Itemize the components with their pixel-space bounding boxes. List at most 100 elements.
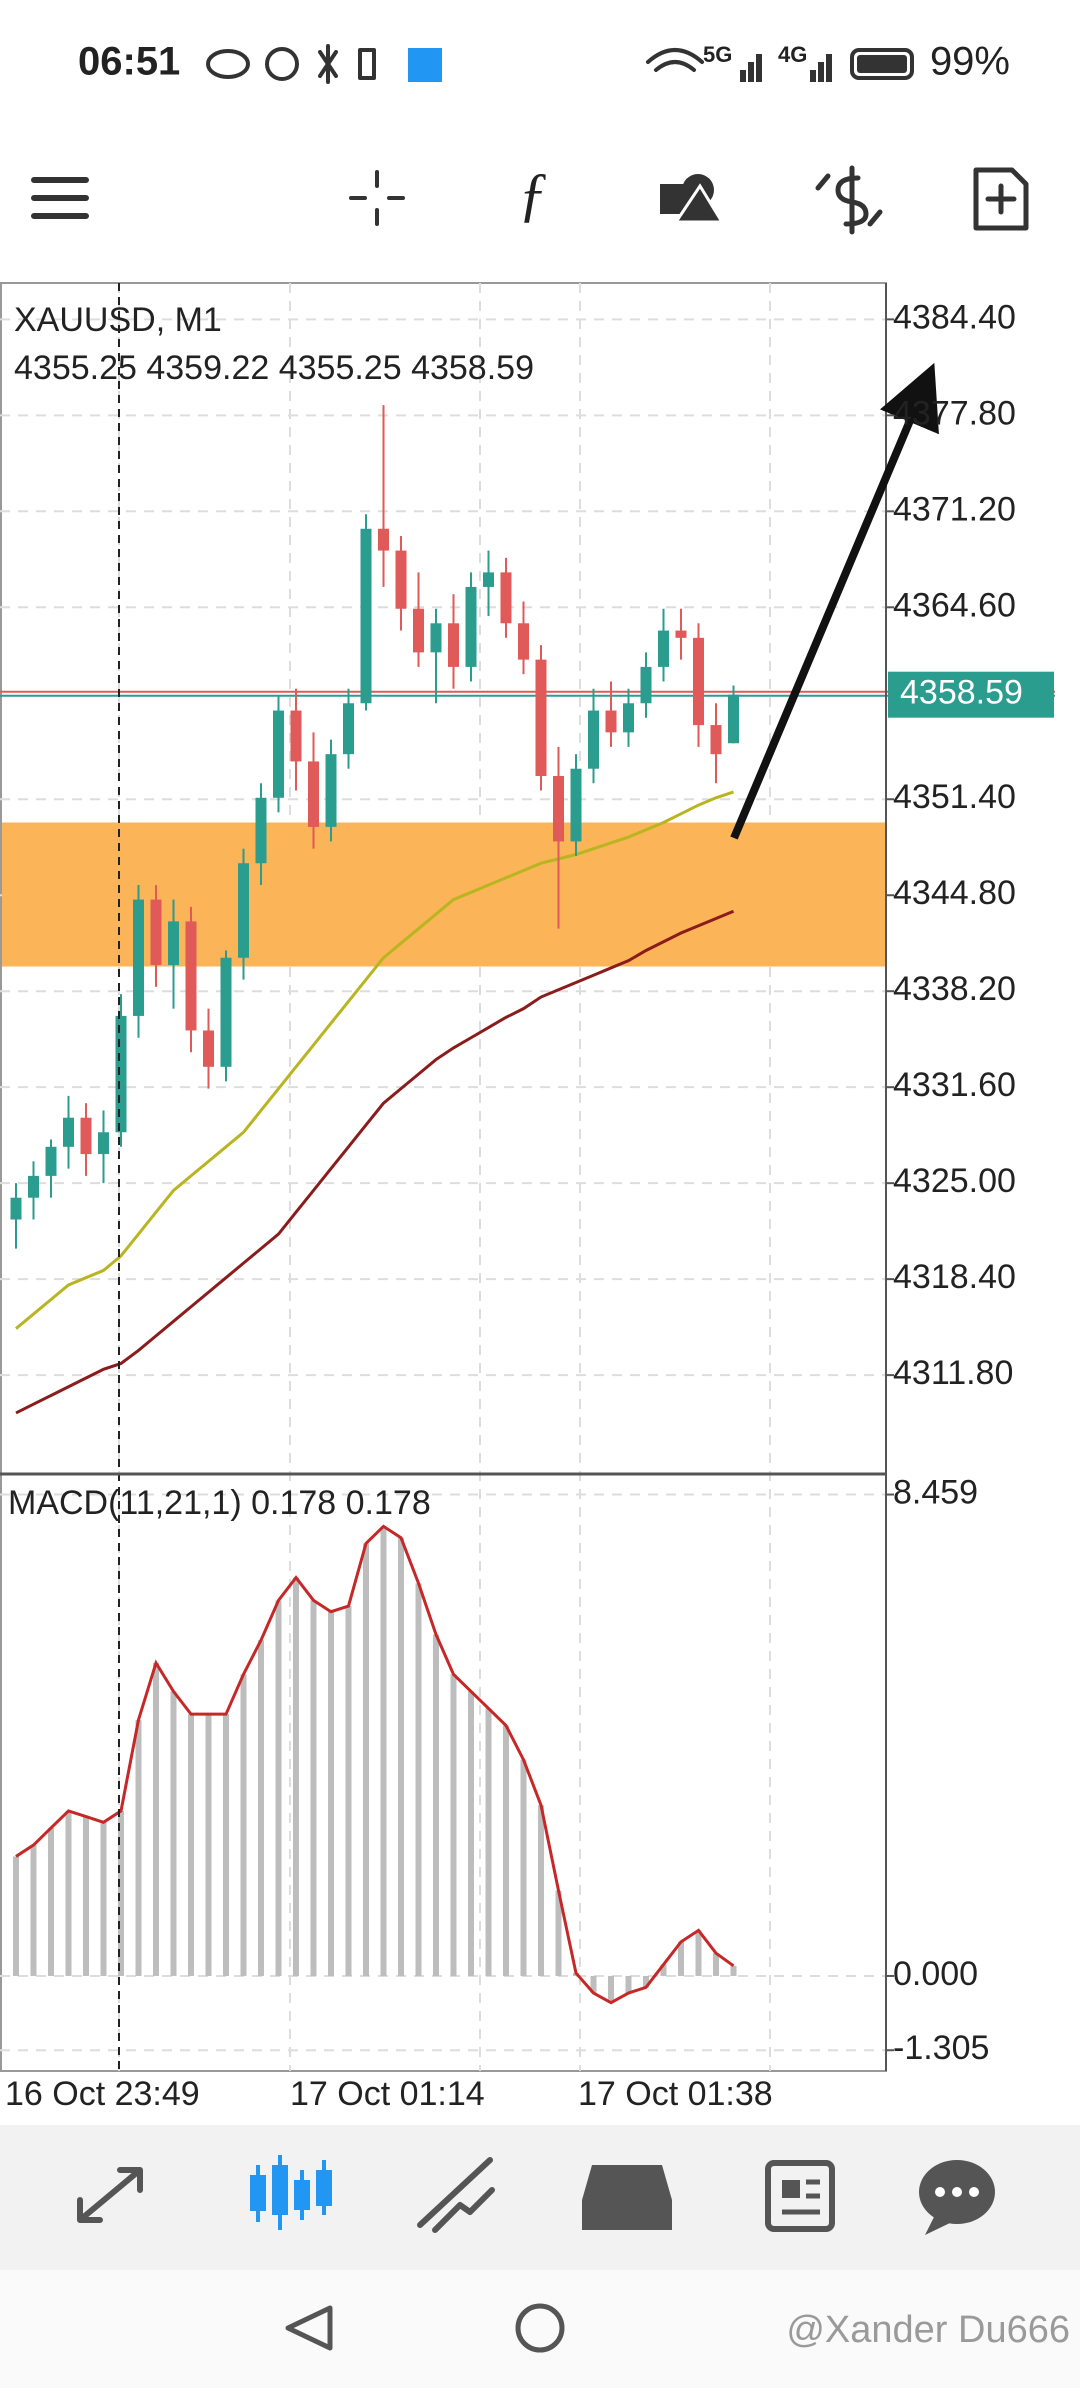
moving-average [15,909,735,1415]
macd-bar [223,1714,229,1976]
macd-bar [713,1953,719,1976]
candle-body [150,899,162,966]
macd-bar [398,1537,404,1976]
candle-body [500,572,512,624]
candle-body [343,703,354,755]
symbol-label: XAUUSD, M1 [14,301,222,339]
battery-level [857,55,907,73]
macd-bar [363,1543,369,1976]
macd-line [15,1524,735,2005]
macd-bar [730,1965,737,1976]
macd-bar [135,1719,142,1976]
candle-body [203,1030,214,1067]
macd-bar [625,1975,632,1994]
candle-body [63,1117,74,1147]
network-label: 4G [778,42,807,67]
time-label: 16 Oct 23:49 [5,2075,200,2113]
macd-bar [258,1640,264,1976]
y-tick-label: 8.459 [893,1474,978,1512]
zone [2,822,886,967]
history-tab[interactable] [582,2165,672,2230]
indicators-button[interactable]: ƒ [518,161,548,227]
back-button[interactable] [285,2305,333,2351]
candle-body [640,666,652,704]
macd-bar [293,1577,299,1976]
y-tick-label: 0.000 [893,1955,978,1993]
y-tick-label: 4377.80 [893,394,1016,432]
new-order-button[interactable] [973,167,1029,231]
candle-body [10,1197,22,1220]
trade-button[interactable] [815,165,883,235]
macd-bar [30,1845,37,1976]
macd-bar [328,1611,334,1976]
ohlc-label: 4355.25 4359.22 4355.25 4358.59 [14,349,534,387]
candle-body [395,550,407,609]
trade-tab[interactable] [417,2157,495,2233]
macd-bar [433,1634,439,1976]
candle-body [483,572,494,587]
current-price-box [888,671,1054,718]
home-button[interactable] [515,2303,565,2353]
candle-body [535,659,547,776]
candle-body [413,608,424,653]
macd-bar [608,1975,614,2003]
macd-bar [170,1691,177,1976]
candle-body [623,703,634,733]
candle-body [465,586,477,667]
y-tick-label: 4318.40 [893,1258,1016,1296]
macd-bar [695,1930,702,1976]
low-value: 4355.25 [279,349,402,387]
candle-body [518,623,529,660]
battery [850,48,914,80]
macd-bar [345,1606,352,1976]
candle-body [255,797,267,864]
macd-bar [450,1674,457,1976]
candle-body [570,768,582,842]
y-tick-label: 4384.40 [893,298,1016,336]
candle-body [308,761,319,827]
signal-bars [740,54,832,82]
watermark: @Xander Du666 [786,2309,1070,2351]
y-tick-label: 4371.20 [893,490,1016,528]
moving-average [15,790,734,1330]
crosshair-button[interactable] [349,170,405,226]
macd-bar [555,1890,562,1976]
chart-frame [0,282,887,2072]
macd-bar [538,1805,544,1976]
candle-body [693,637,704,726]
news-tab[interactable] [765,2160,835,2232]
macd-bar [13,1856,19,1976]
macd-bar [310,1600,317,1976]
menu-button[interactable] [31,177,89,219]
objects-button[interactable] [660,174,725,224]
macd-bar [153,1662,159,1976]
macd-bar [380,1526,387,1976]
candle-body [290,710,302,762]
candle-body [28,1175,39,1198]
bottom-nav [0,2125,1080,2270]
quotes-tab[interactable] [77,2167,143,2223]
candle-body [80,1117,92,1155]
macd-bar [643,1975,649,1988]
candle-body [658,630,669,667]
macd-bar [83,1816,89,1976]
candle-body [675,630,687,638]
macd-bar [275,1600,282,1976]
current-price-label: 4358.59 [900,674,1023,712]
time-label: 17 Oct 01:14 [290,2075,485,2113]
macd-bar [678,1941,684,1976]
macd-bar [503,1725,509,1976]
status-icons [206,44,704,84]
network-label: 5G [703,42,732,67]
system-nav [0,2270,1080,2388]
candle-body [553,775,564,842]
close-value: 4358.59 [411,349,534,387]
chart-tab[interactable] [250,2155,332,2230]
macd-bar [520,1759,527,1976]
candle-body [605,710,617,733]
chat-tab[interactable] [919,2160,995,2235]
y-tick-label: 4338.20 [893,970,1016,1008]
candle-body [238,863,249,958]
macd-label: MACD(11,21,1) 0.178 0.178 [8,1484,431,1522]
